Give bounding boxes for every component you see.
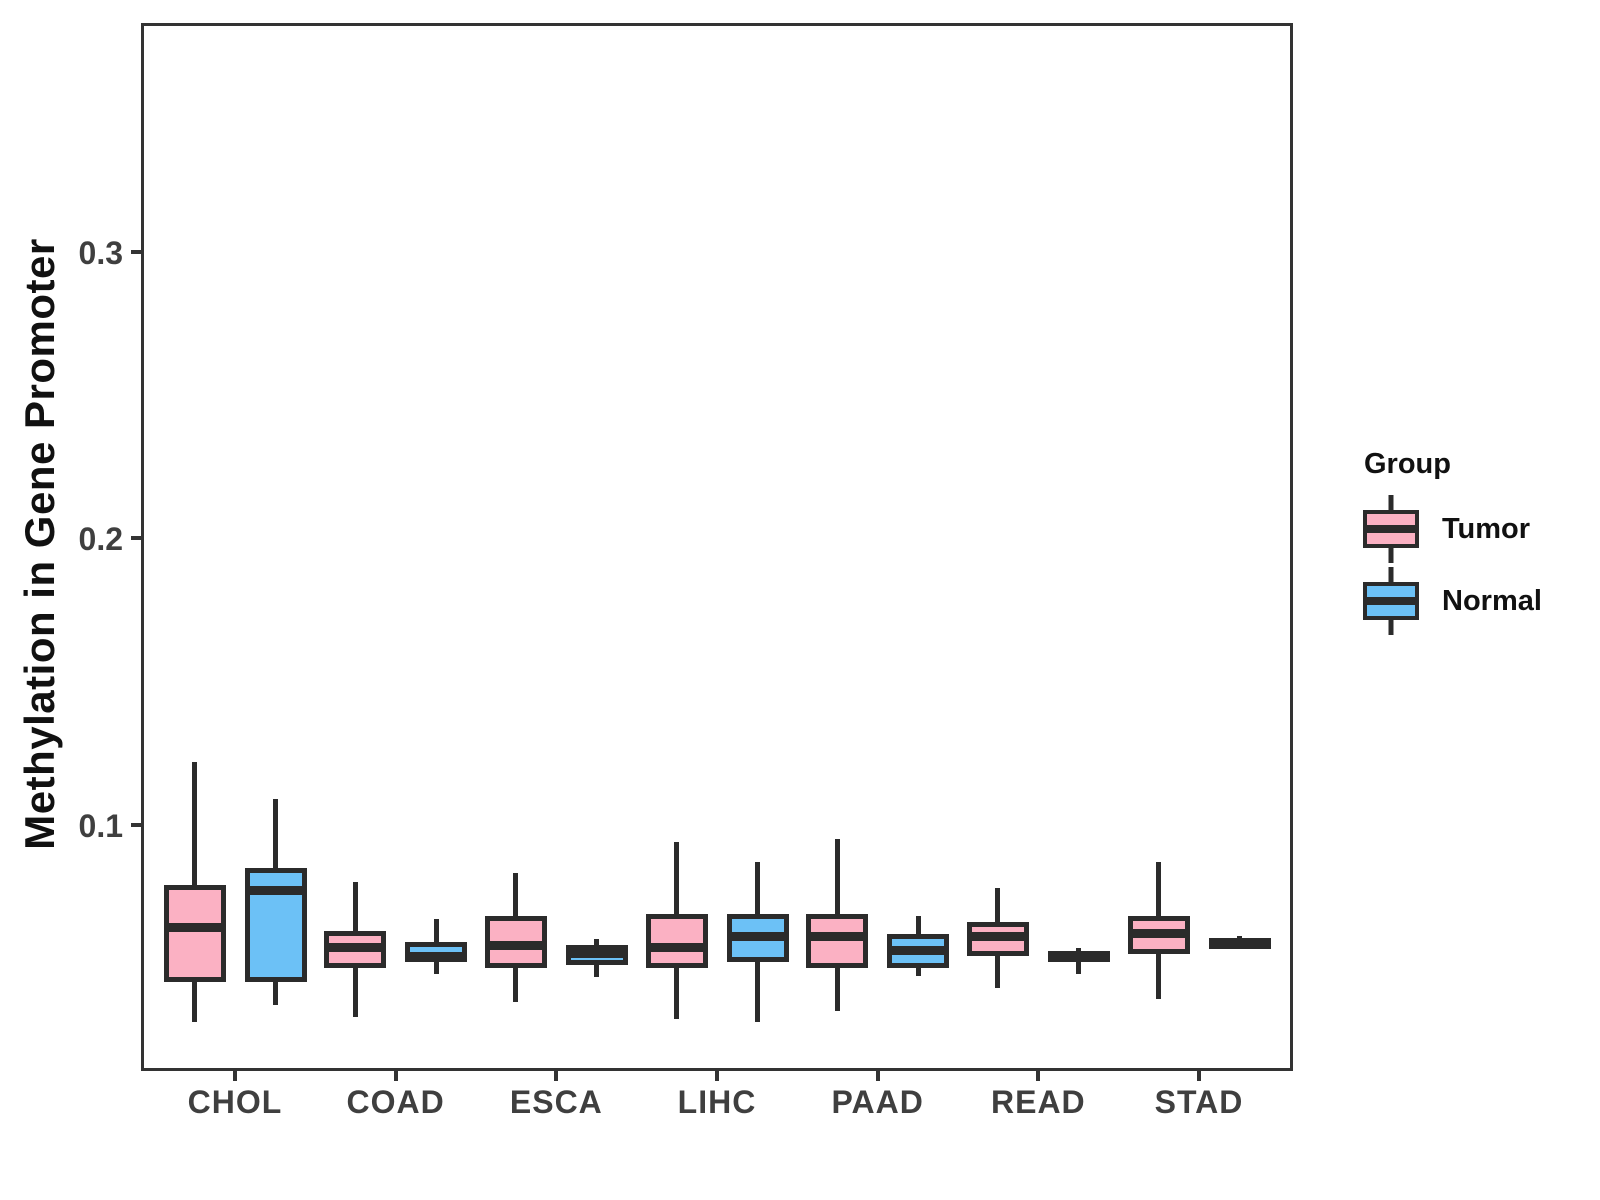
whisker-upper-tumor-stad: [1156, 861, 1161, 917]
legend: Group Tumor Normal: [1362, 448, 1542, 639]
key-whisker-bottom: [1388, 548, 1394, 563]
plot-panel: [141, 23, 1293, 1071]
whisker-lower-normal-esca: [594, 965, 600, 977]
median-normal-paad: [887, 946, 950, 956]
whisker-upper-tumor-coad: [352, 882, 358, 931]
y-tick-label: 0.1: [78, 807, 123, 844]
median-normal-chol: [244, 886, 307, 896]
box-tumor-chol: [163, 884, 226, 983]
whisker-upper-normal-esca: [594, 939, 600, 945]
whisker-lower-tumor-esca: [513, 967, 519, 1003]
x-tick-label: PAAD: [831, 1084, 924, 1120]
x-tick-mark: [233, 1071, 237, 1081]
median-normal-stad: [1208, 937, 1271, 947]
whisker-lower-normal-chol: [273, 982, 278, 1006]
legend-entry-tumor: Tumor: [1362, 495, 1542, 563]
whisker-upper-tumor-chol: [192, 761, 197, 885]
whisker-upper-normal-coad: [433, 919, 439, 943]
x-tick-label: LIHC: [677, 1084, 757, 1120]
legend-entry-normal: Normal: [1362, 567, 1542, 635]
whisker-lower-tumor-lihc: [674, 967, 679, 1020]
x-tick-label: STAD: [1154, 1084, 1244, 1120]
median-tumor-paad: [806, 931, 869, 941]
median-tumor-esca: [484, 940, 547, 950]
whisker-upper-normal-chol: [273, 798, 278, 868]
whisker-upper-tumor-paad: [834, 839, 840, 914]
key-whisker-bottom: [1388, 620, 1394, 635]
key-median-line: [1363, 525, 1419, 533]
median-normal-lihc: [726, 931, 789, 941]
whisker-upper-normal-paad: [915, 916, 921, 934]
x-tick-label: READ: [990, 1084, 1086, 1120]
x-tick-mark: [1197, 1071, 1201, 1081]
y-tick-mark: [131, 822, 141, 827]
x-tick-label: COAD: [346, 1084, 445, 1120]
legend-label-normal: Normal: [1442, 584, 1542, 617]
legend-label-tumor: Tumor: [1442, 512, 1531, 545]
whisker-lower-tumor-read: [995, 956, 1001, 988]
y-tick-mark: [131, 536, 141, 541]
box-tumor-lihc: [645, 913, 708, 968]
median-normal-read: [1047, 951, 1110, 961]
y-tick-label: 0.2: [78, 521, 123, 558]
whisker-lower-tumor-coad: [352, 967, 358, 1017]
whisker-upper-tumor-lihc: [674, 841, 679, 914]
key-median-line: [1363, 597, 1419, 605]
x-tick-mark: [1036, 1071, 1041, 1081]
whisker-lower-tumor-paad: [834, 967, 840, 1011]
x-tick-label: CHOL: [187, 1084, 283, 1120]
median-tumor-coad: [324, 943, 387, 953]
whisker-lower-normal-lihc: [755, 962, 760, 1023]
x-tick-mark: [554, 1071, 559, 1081]
whisker-lower-normal-coad: [433, 962, 439, 974]
median-tumor-chol: [163, 923, 226, 933]
whisker-upper-tumor-read: [995, 887, 1001, 923]
median-normal-coad: [405, 951, 468, 961]
whisker-lower-normal-paad: [915, 967, 921, 977]
median-normal-esca: [565, 949, 628, 959]
median-tumor-lihc: [645, 943, 708, 953]
whisker-lower-tumor-chol: [192, 982, 197, 1023]
whisker-upper-normal-lihc: [755, 861, 760, 914]
x-tick-mark: [875, 1071, 880, 1081]
median-tumor-stad: [1127, 929, 1190, 939]
legend-title: Group: [1364, 448, 1451, 480]
normal-boxplot-key-icon: [1362, 567, 1420, 635]
x-tick-label: ESCA: [509, 1084, 603, 1120]
key-whisker-top: [1388, 495, 1394, 510]
box-normal-chol: [244, 867, 307, 983]
tumor-boxplot-key-icon: [1362, 495, 1420, 563]
key-whisker-top: [1388, 567, 1394, 582]
x-tick-mark: [393, 1071, 398, 1081]
whisker-upper-tumor-esca: [513, 873, 519, 917]
whisker-upper-normal-read: [1076, 947, 1082, 951]
y-tick-label: 0.3: [78, 235, 123, 272]
whisker-lower-tumor-stad: [1156, 953, 1161, 1000]
x-tick-mark: [715, 1071, 719, 1081]
y-tick-mark: [131, 250, 141, 255]
median-tumor-read: [966, 931, 1029, 941]
whisker-lower-normal-read: [1076, 962, 1082, 974]
